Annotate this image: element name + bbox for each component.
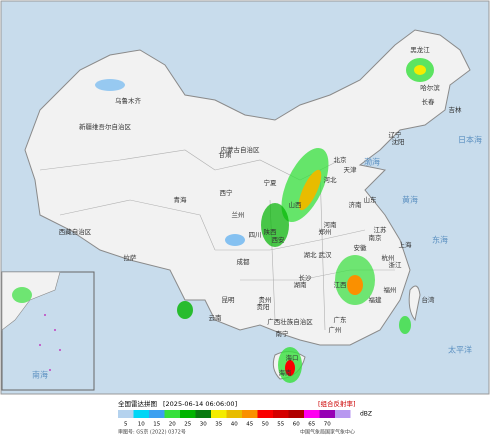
place-label: 贵州 [259,295,272,304]
place-label: 广西壮族自治区 [267,317,313,326]
legend-tick: 45 [246,422,253,428]
legend-swatch [288,410,304,418]
legend-tick: 60 [293,422,300,428]
legend-swatch [335,410,351,418]
legend-tick: 55 [277,422,284,428]
legend-swatch [242,410,258,418]
legend-swatch [118,410,134,418]
sea-label: 南海 [32,370,48,380]
place-label: 浙江 [389,260,403,269]
place-label: 台湾 [422,295,436,304]
legend-tick: 5 [124,422,128,428]
place-label: 乌鲁木齐 [115,96,142,105]
place-label: 南京 [369,233,383,242]
legend-tick: 35 [215,422,222,428]
place-label: 贵阳 [257,302,270,311]
sea-label: 日本海 [458,135,482,145]
legend-swatch [319,410,335,418]
legend-swatch [149,410,165,418]
place-label: 沈阳 [392,137,405,146]
place-label: 安徽 [354,243,368,252]
sea-label: 太平洋 [448,345,472,355]
place-label: 哈尔滨 [420,83,440,92]
place-label: 广东 [334,315,348,324]
place-label: 西藏自治区 [59,227,92,236]
legend-tick: 20 [169,422,176,428]
place-label: 昆明 [222,296,236,304]
footer-left: 审图号: GS京 (2022) 0372号 [118,429,186,436]
place-label: 西宁 [220,188,234,197]
place-label: 北京 [334,155,348,164]
place-label: 长沙 [299,273,313,282]
place-label: 福建 [369,295,383,304]
legend-tick: 50 [262,422,269,428]
place-label: 陕西 [264,227,278,236]
place-label: 云南 [209,313,223,322]
place-label: 内蒙古自治区 [221,145,261,154]
legend-product: [组合反射率] [318,399,356,408]
legend-tick: 15 [153,422,160,428]
legend-tick: 40 [231,422,238,428]
legend-swatch [195,410,211,418]
place-label: 海南 [279,368,293,377]
footer-right: 中国气象局国家气象中心 [300,429,355,436]
place-label: 青海 [174,195,188,204]
legend-tick: 30 [200,422,207,428]
radar-echoes [95,58,434,383]
place-label: 黑龙江 [410,45,430,54]
legend-swatch [133,410,149,418]
legend-swatch [257,410,273,418]
legend-swatch [226,410,242,418]
place-label: 海口 [286,353,299,362]
legend-swatch [211,410,227,418]
place-label: 南宁 [276,329,290,338]
legend-unit: dBZ [360,411,372,418]
place-label: 上海 [399,240,413,249]
place-label: 辽宁 [389,130,403,139]
place-label: 兰州 [232,210,245,219]
legend-swatch [304,410,320,418]
legend-tick: 65 [308,422,315,428]
place-label: 吉林 [449,105,463,114]
legend-title: 全国雷达拼图 [118,399,157,408]
place-label: 西安 [272,235,286,244]
place-label: 广州 [329,325,342,334]
place-label: 甘肃 [219,150,233,159]
place-label: 郑州 [319,228,332,236]
place-label: 湖南 [294,280,308,289]
place-label: 福州 [384,285,397,294]
place-label: 成都 [237,257,251,266]
place-label: 江苏 [374,225,388,234]
place-label: 长春 [422,97,436,106]
legend-swatch [273,410,289,418]
place-label: 山西 [289,200,303,209]
place-label: 河南 [324,220,338,229]
place-label: 济南 [349,200,363,209]
place-label: 山东 [364,195,378,204]
place-label: 拉萨 [124,253,138,262]
place-label: 天津 [344,166,358,174]
place-label: 新疆维吾尔自治区 [79,122,132,131]
place-label: 武汉 [319,250,333,259]
place-label: 河北 [324,176,338,184]
place-label: 宁夏 [264,178,278,187]
place-label: 四川 [249,231,262,239]
legend-swatch [180,410,196,418]
province-borders [39,149,395,331]
place-label: 杭州 [382,253,395,262]
place-label: 湖北 [304,250,318,259]
place-label: 江西 [334,281,348,289]
inset-map [1,271,95,391]
sea-label: 黄海 [402,195,418,205]
legend-tick: 10 [138,422,145,428]
sea-label: 东海 [432,235,448,245]
legend-time: [2025-06-14 06:06:00] [163,400,237,408]
legend-swatch [164,410,180,418]
taiwan [408,285,421,322]
legend-tick: 25 [184,422,191,428]
legend-tick: 70 [324,422,331,428]
sea-label: 渤海 [364,157,380,167]
